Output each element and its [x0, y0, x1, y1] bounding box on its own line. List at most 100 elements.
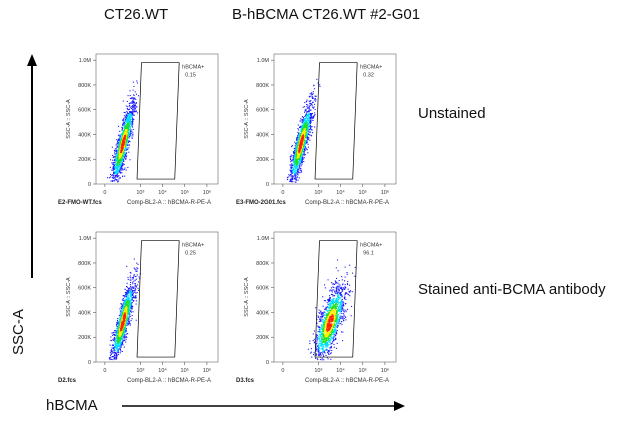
event-dot [299, 146, 301, 148]
event-dot [115, 331, 117, 333]
event-dot [307, 124, 309, 126]
event-dot [335, 330, 337, 332]
event-dot [312, 117, 314, 119]
event-dot [116, 159, 118, 161]
event-dot [132, 109, 134, 111]
event-dot [345, 309, 347, 311]
event-dot [309, 343, 311, 345]
event-dot [125, 157, 127, 159]
event-dot [124, 301, 126, 303]
event-dot [124, 303, 126, 305]
event-dot [130, 290, 132, 292]
event-dot [117, 146, 119, 148]
event-dot [119, 136, 121, 138]
event-dot [131, 298, 133, 300]
event-dot [296, 143, 298, 145]
event-dot [117, 150, 119, 152]
event-dot [294, 176, 296, 178]
event-dot [128, 299, 130, 301]
event-dot [125, 328, 127, 330]
x-tick-label: 10⁴ [336, 367, 345, 374]
event-dot [132, 300, 134, 302]
event-dot [298, 158, 300, 160]
event-dot [293, 161, 295, 163]
event-dot [341, 309, 343, 311]
event-dot [111, 356, 113, 358]
column-title-hbcma: B-hBCMA CT26.WT #2-G01 [232, 6, 421, 23]
event-dot [294, 165, 296, 167]
event-dot [119, 165, 121, 167]
event-dot [120, 332, 122, 334]
event-dot [313, 352, 315, 354]
event-dot [133, 110, 135, 112]
event-dot [122, 129, 124, 131]
event-dot [126, 292, 128, 294]
event-dot [343, 309, 345, 311]
event-dot [132, 108, 134, 110]
event-dot [319, 326, 321, 328]
event-dot [325, 307, 327, 309]
event-dot [130, 98, 132, 100]
gate-name: hBCMA+ [182, 243, 204, 249]
event-dot [334, 280, 336, 282]
event-dot [113, 356, 115, 358]
event-dot [316, 340, 318, 342]
event-dot [302, 129, 304, 131]
event-dot [128, 147, 130, 149]
event-dot [127, 166, 129, 168]
event-dot [126, 299, 128, 301]
event-dot [333, 289, 335, 291]
file-name: E3-FMO-2G01.fcs [236, 200, 286, 206]
event-dot [298, 150, 300, 152]
event-dot [318, 346, 320, 348]
event-dot [298, 142, 300, 144]
event-dot [292, 159, 294, 161]
event-dot [116, 146, 118, 148]
event-dot [300, 144, 302, 146]
event-dot [334, 330, 336, 332]
event-dot [319, 352, 321, 354]
event-dot [130, 300, 132, 302]
event-dot [120, 145, 122, 147]
event-dot [307, 107, 309, 109]
event-dot [295, 157, 297, 159]
event-dot [132, 110, 134, 112]
event-dot [321, 315, 323, 317]
event-dot [345, 319, 347, 321]
event-dot [297, 155, 299, 157]
event-dot [294, 172, 296, 174]
event-dot [115, 176, 117, 178]
event-dot [119, 161, 121, 163]
event-dot [124, 141, 126, 143]
event-dot [342, 301, 344, 303]
event-dot [114, 177, 116, 179]
event-dot [126, 138, 128, 140]
event-dot [293, 161, 295, 163]
event-dot [313, 85, 315, 87]
event-dot [113, 180, 115, 182]
event-dot [310, 100, 312, 102]
event-dot [341, 296, 343, 298]
event-dot [127, 304, 129, 306]
event-dot [120, 157, 122, 159]
event-dot [313, 114, 315, 116]
event-dot [120, 147, 122, 149]
event-dot [135, 285, 137, 287]
event-dot [340, 303, 342, 305]
event-dot [126, 135, 128, 137]
event-dot [119, 336, 121, 338]
event-dot [120, 161, 122, 163]
event-dot [120, 345, 122, 347]
event-dot [113, 352, 115, 354]
event-dot [301, 154, 303, 156]
event-dot [123, 306, 125, 308]
event-dot [302, 154, 304, 156]
event-dot [322, 353, 324, 355]
event-dot [136, 262, 138, 264]
event-dot [113, 348, 115, 350]
event-dot [293, 157, 295, 159]
event-dot [344, 315, 346, 317]
event-dot [117, 344, 119, 346]
event-dot [318, 354, 320, 356]
event-dot [120, 142, 122, 144]
